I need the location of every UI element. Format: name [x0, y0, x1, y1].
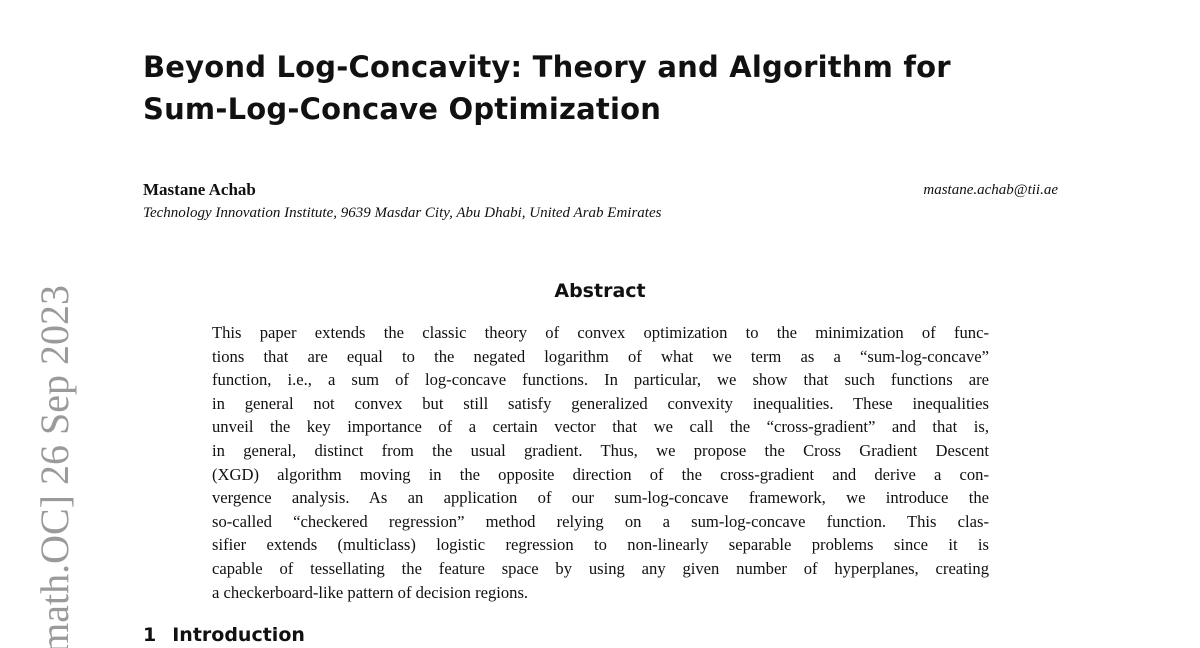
abstract-heading: Abstract	[554, 280, 646, 302]
abstract-line: sifier extends (multiclass) logistic reg…	[212, 535, 989, 555]
paper-title: Sum-Log-Concave Optimization	[143, 92, 662, 126]
email: mastane.achab@tii.ae	[923, 182, 1058, 198]
abstract-line: function, i.e., a sum of log-concave fun…	[212, 370, 989, 390]
abstract-line: capable of tessellating the feature spac…	[212, 558, 989, 578]
abstract-line: vergence analysis. As an application of …	[212, 488, 989, 508]
abstract-line: in general not convex but still satisfy …	[212, 393, 989, 413]
abstract-line: a checkerboard-like pattern of decision …	[212, 582, 529, 602]
section-title: Introduction	[172, 624, 305, 646]
abstract-line: so-called “checkered regression” method …	[212, 511, 989, 531]
abstract-line: This paper extends the classic theory of…	[212, 323, 989, 342]
paper-title: Beyond Log-Concavity: Theory and Algorit…	[143, 50, 951, 84]
affiliation: Technology Innovation Institute, 9639 Ma…	[143, 205, 662, 221]
abstract-line: (XGD) algorithm moving in the opposite d…	[212, 464, 989, 484]
author: Mastane Achab	[143, 180, 256, 199]
abstract-line: tions that are equal to the negated loga…	[212, 346, 989, 366]
abstract-line: in general, distinct from the usual grad…	[212, 440, 989, 460]
abstract: This paper extends the classic theory of…	[212, 321, 989, 604]
section-heading: 1 Introduction	[143, 624, 305, 646]
abstract-line: unveil the key importance of a certain v…	[212, 417, 989, 437]
arxiv-stamp: math.OC] 26 Sep 2023	[32, 285, 77, 648]
section-number: 1	[143, 624, 157, 646]
